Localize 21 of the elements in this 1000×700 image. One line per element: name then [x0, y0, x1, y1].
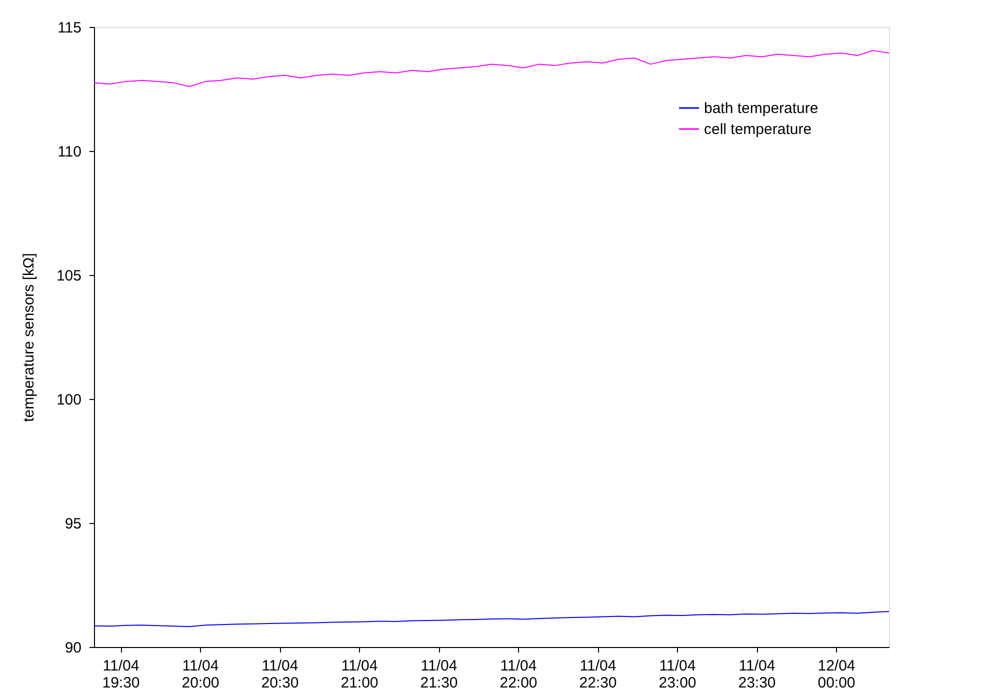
x-tick-label: 11/04 22:00	[500, 658, 538, 692]
x-tick-label: 11/04 20:00	[182, 658, 220, 692]
y-tick-label: 100	[56, 392, 82, 408]
y-tick-label: 90	[64, 640, 82, 656]
y-tick-label: 95	[64, 516, 82, 532]
y-tick-label: 110	[58, 144, 82, 160]
legend-label: bath temperature	[704, 100, 818, 117]
line-series	[94, 611, 890, 628]
legend-label: cell temperature	[704, 121, 812, 138]
line-series	[94, 50, 890, 88]
x-tick-label: 11/04 23:30	[738, 658, 776, 692]
x-tick-label: 11/04 21:30	[420, 658, 458, 692]
x-tick-label: 11/04 19:30	[102, 658, 140, 692]
y-tick-label: 105	[56, 268, 82, 284]
y-tick-label: 115	[58, 20, 82, 36]
x-tick-label: 11/04 21:00	[340, 658, 378, 692]
x-tick-label: 12/04 00:00	[818, 658, 856, 692]
x-tick-label: 11/04 20:30	[261, 658, 299, 692]
x-tick-label: 11/04 23:00	[658, 658, 696, 692]
y-axis-title: temperature sensors [kΩ]	[20, 253, 38, 422]
x-tick-label: 11/04 22:30	[579, 658, 617, 692]
